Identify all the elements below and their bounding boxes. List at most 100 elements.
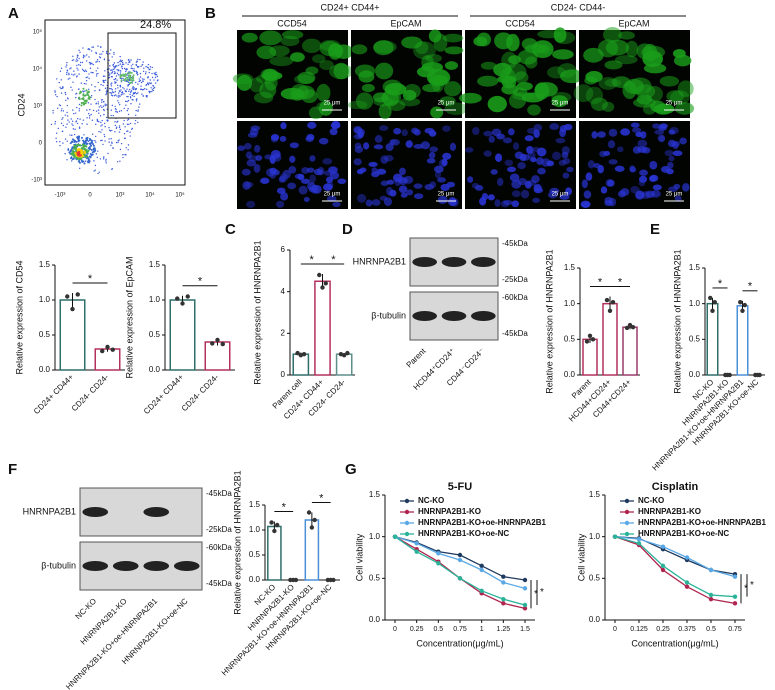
flow-dot <box>128 88 131 91</box>
flow-dot <box>116 126 118 128</box>
flow-dot <box>132 69 135 72</box>
cell <box>433 33 448 52</box>
significance: * <box>718 278 723 290</box>
flow-dot <box>110 144 112 147</box>
flow-dot <box>113 68 116 70</box>
flow-dot <box>61 118 63 120</box>
cell <box>666 90 685 103</box>
flow-dot <box>145 65 147 68</box>
cell <box>630 167 637 173</box>
flow-dot <box>98 106 101 108</box>
flow-dot <box>76 58 78 60</box>
y-tick-label: 0.5 <box>589 573 601 582</box>
flow-dot <box>109 73 111 75</box>
point <box>708 596 714 602</box>
point <box>501 601 506 606</box>
replicate <box>220 341 225 347</box>
cell <box>559 194 570 200</box>
flow-dot <box>86 123 88 125</box>
y-tick-label: 0.5 <box>39 330 51 339</box>
flow-dot <box>98 60 100 63</box>
cell <box>380 180 389 187</box>
cell <box>398 185 408 194</box>
replicate <box>309 525 315 530</box>
column-label: EpCAM <box>618 18 649 28</box>
flow-dot <box>67 148 70 151</box>
flow-y-tick: 0 <box>39 141 43 147</box>
flow-dot <box>84 145 88 148</box>
flow-dot <box>118 102 120 104</box>
cell <box>509 173 520 182</box>
flow-dot <box>66 71 68 74</box>
flow-dot <box>84 55 86 57</box>
flow-dot <box>142 70 145 73</box>
cell <box>603 27 622 43</box>
flow-dot <box>88 48 90 50</box>
cell <box>524 44 549 54</box>
cell <box>533 129 540 139</box>
flow-dot <box>68 73 70 76</box>
cell <box>617 146 624 153</box>
flow-dot <box>101 124 103 126</box>
cell <box>549 187 560 195</box>
y-tick-label: 2 <box>281 328 286 337</box>
cell <box>259 30 282 46</box>
flow-dot <box>125 147 127 149</box>
flow-dot <box>155 71 157 74</box>
flow-dot <box>116 69 118 71</box>
cell <box>513 142 520 150</box>
cell <box>530 157 537 163</box>
cell <box>358 70 375 83</box>
flow-dot <box>124 78 127 81</box>
flow-dot <box>78 126 81 128</box>
cell <box>659 76 680 87</box>
cell <box>368 161 378 167</box>
flow-dot <box>89 156 92 159</box>
x-tick-label: 0 <box>613 626 617 633</box>
flow-dot <box>71 73 73 75</box>
flow-dot <box>66 73 68 76</box>
cell <box>373 40 394 56</box>
cell <box>242 181 251 190</box>
flow-dot <box>98 112 100 114</box>
marker-label: -45kDa <box>502 239 528 248</box>
flow-dot <box>69 77 71 80</box>
cell <box>309 155 316 162</box>
flow-dot <box>100 131 102 133</box>
replicate <box>584 339 590 344</box>
flow-dot <box>111 129 113 132</box>
flow-dot <box>122 123 125 125</box>
replicate <box>306 510 312 515</box>
flow-dot <box>90 50 93 52</box>
flow-dot <box>149 90 151 93</box>
point <box>414 549 419 554</box>
flow-dot <box>128 58 130 61</box>
flow-dot <box>123 93 125 95</box>
flow-dot <box>57 127 60 130</box>
legend-marker <box>404 531 410 537</box>
flow-dot <box>70 157 73 160</box>
flow-dot <box>111 142 113 145</box>
band <box>471 257 496 267</box>
flow-dot <box>118 92 120 94</box>
flow-dot <box>129 96 132 98</box>
flow-dot <box>130 67 132 70</box>
flow-dot <box>97 72 99 75</box>
flow-dot <box>60 67 63 69</box>
cell <box>326 195 337 202</box>
cell <box>306 133 315 141</box>
flow-dot <box>114 82 116 84</box>
flow-dot <box>93 160 95 162</box>
flow-dot <box>62 117 64 119</box>
y-tick-label: 0.5 <box>564 334 576 343</box>
flow-dot <box>64 153 66 155</box>
band <box>143 561 170 571</box>
replicate <box>293 577 299 583</box>
replicate <box>65 294 70 299</box>
flow-dot <box>67 78 70 80</box>
y-tick-label: 1.5 <box>249 500 261 509</box>
flow-dot <box>82 56 85 58</box>
cell <box>641 147 651 154</box>
flow-dot <box>60 79 62 81</box>
cell <box>347 100 368 110</box>
